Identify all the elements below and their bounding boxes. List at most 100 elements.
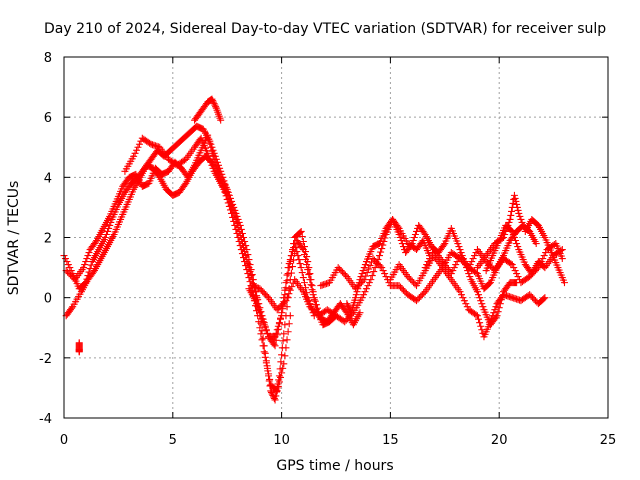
data-point (363, 269, 371, 277)
data-point (511, 267, 519, 275)
data-point (243, 266, 251, 274)
data-point (206, 155, 214, 163)
data-point (248, 271, 256, 279)
data-point (488, 315, 496, 323)
data-point (278, 369, 286, 377)
data-point (475, 291, 483, 299)
data-point (398, 285, 406, 293)
data-point (365, 265, 373, 273)
data-point (298, 269, 306, 277)
data-point (279, 364, 287, 372)
data-point (411, 230, 419, 238)
data-point (298, 232, 306, 240)
data-point (312, 301, 320, 309)
data-point (486, 318, 494, 326)
data-point (281, 352, 289, 360)
data-point (238, 250, 246, 258)
data-point (290, 256, 298, 264)
data-point (283, 303, 291, 311)
data-point (307, 304, 315, 312)
data-point (265, 370, 273, 378)
data-point (428, 249, 436, 257)
data-point (232, 225, 240, 233)
data-point (104, 227, 112, 235)
data-point (427, 252, 435, 260)
data-point (510, 191, 518, 199)
data-point (282, 284, 290, 292)
data-point (408, 277, 416, 285)
data-point (281, 321, 289, 329)
data-point (130, 152, 138, 160)
data-point (80, 264, 88, 272)
data-point (296, 228, 304, 236)
data-point (472, 311, 480, 319)
data-point (505, 218, 513, 226)
data-point (64, 261, 72, 269)
data-point (539, 255, 547, 263)
data-point (447, 270, 455, 278)
data-point (399, 243, 407, 251)
data-point (285, 320, 293, 328)
data-point (230, 217, 238, 225)
data-point (353, 288, 361, 296)
data-point (273, 326, 281, 334)
data-point (271, 333, 279, 341)
data-point (477, 297, 485, 305)
data-point (362, 285, 370, 293)
data-point (370, 256, 378, 264)
data-point (246, 261, 254, 269)
data-point (371, 264, 379, 272)
data-point (210, 100, 218, 108)
data-point (471, 252, 479, 260)
data-point (468, 258, 476, 266)
data-point (450, 264, 458, 272)
data-point (334, 264, 342, 272)
data-point (404, 273, 412, 281)
data-point (342, 316, 350, 324)
data-point (277, 315, 285, 323)
data-point (514, 206, 522, 214)
data-point (225, 202, 233, 210)
data-point (237, 246, 245, 254)
data-point (288, 263, 296, 271)
data-point (64, 268, 72, 276)
data-point (273, 306, 281, 314)
data-point (560, 279, 568, 287)
data-point (286, 312, 294, 320)
data-point (279, 337, 287, 345)
data-point (359, 277, 367, 285)
data-point (268, 390, 276, 398)
data-point (424, 258, 432, 266)
data-point (235, 238, 243, 246)
data-point (309, 288, 317, 296)
data-point (453, 258, 461, 266)
data-point (280, 330, 288, 338)
data-point (308, 282, 316, 290)
x-tick-label: 0 (60, 433, 68, 448)
data-point (532, 240, 540, 248)
data-point (408, 240, 416, 248)
data-point (101, 234, 109, 241)
data-point (415, 294, 423, 302)
data-point (274, 322, 282, 330)
data-point (385, 279, 393, 287)
data-point (413, 297, 421, 305)
data-point (370, 268, 378, 276)
data-point (381, 270, 389, 278)
data-point (84, 252, 92, 260)
data-point (257, 312, 265, 320)
data-point (288, 283, 296, 291)
data-point (426, 255, 434, 263)
data-point (266, 375, 274, 383)
data-point (312, 309, 320, 317)
data-point (284, 270, 292, 278)
data-point (452, 261, 460, 269)
y-axis-title: SDTVAR / TECUs (6, 181, 22, 296)
data-point (287, 252, 295, 260)
data-point (513, 200, 521, 208)
data-point (286, 258, 294, 266)
data-point (233, 229, 241, 237)
data-point (209, 151, 217, 159)
data-point (241, 258, 249, 266)
